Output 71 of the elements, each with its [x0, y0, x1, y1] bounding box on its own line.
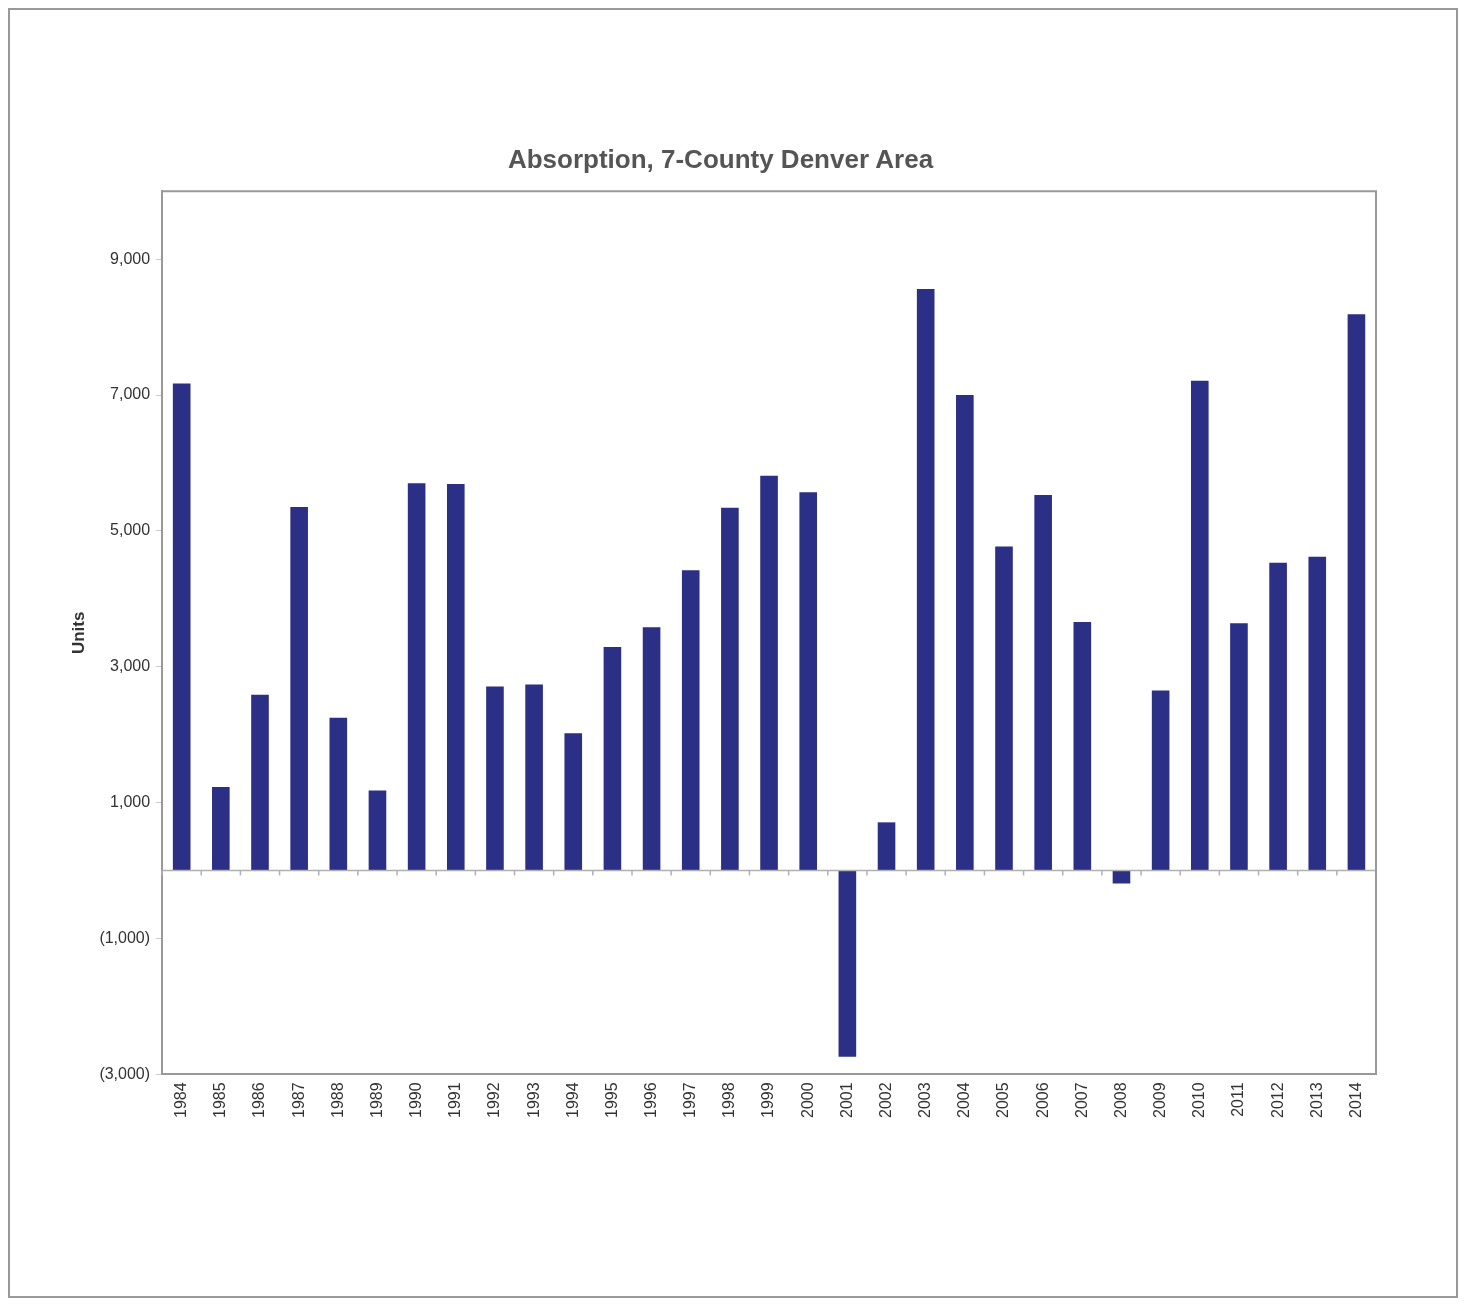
y-tick-label: 9,000: [110, 249, 151, 267]
bar: [603, 647, 622, 871]
bar: [956, 395, 974, 871]
x-tick-label: 1989: [367, 1082, 385, 1118]
bar: [486, 686, 504, 871]
bar: [877, 822, 896, 871]
x-tick-label: 1994: [563, 1082, 581, 1118]
chart-title: Absorption, 7-County Denver Area: [507, 143, 934, 174]
bar: [1112, 870, 1131, 884]
x-tick-label: 2004: [955, 1082, 973, 1118]
y-tick-label: 1,000: [110, 793, 151, 811]
x-tick-label: 2001: [837, 1082, 855, 1118]
y-tick-label: 5,000: [110, 521, 151, 539]
bar: [329, 717, 348, 871]
x-tick-label: 1992: [485, 1082, 503, 1118]
bar: [564, 733, 583, 871]
bar: [251, 694, 269, 871]
x-tick-label: 2013: [1307, 1082, 1325, 1118]
bar: [1034, 494, 1052, 871]
bar: [446, 484, 465, 871]
y-tick-label: (3,000): [99, 1064, 151, 1082]
bar: [995, 546, 1013, 871]
x-tick-label: 2003: [916, 1082, 934, 1118]
y-tick-label: (1,000): [99, 928, 151, 946]
x-tick-label: 2011: [1229, 1082, 1247, 1117]
x-tick-label: 2002: [876, 1082, 894, 1118]
bar: [1073, 621, 1092, 871]
bar: [368, 790, 387, 871]
bar: [838, 870, 857, 1057]
x-tick-label: 1995: [602, 1082, 620, 1118]
x-tick-label: 2006: [1033, 1082, 1051, 1118]
x-tick-label: 1991: [446, 1082, 464, 1118]
y-axis-title: Units: [68, 611, 88, 655]
bar: [1230, 623, 1248, 871]
x-tick-label: 1984: [172, 1082, 190, 1118]
x-tick-label: 1999: [759, 1082, 777, 1118]
bar: [760, 475, 778, 871]
x-tick-label: 2012: [1268, 1082, 1286, 1118]
x-tick-label: 2009: [1151, 1082, 1169, 1118]
bar: [172, 383, 191, 871]
bar: [1308, 556, 1327, 871]
x-tick-label: 2008: [1111, 1082, 1129, 1118]
bar: [525, 684, 543, 871]
bar: [681, 570, 700, 871]
bar: [407, 483, 426, 871]
bar: [1190, 380, 1209, 871]
x-tick-label: 1990: [407, 1082, 425, 1118]
y-tick-label: 7,000: [110, 385, 151, 403]
x-tick-label: 1988: [328, 1082, 346, 1118]
x-tick-label: 2010: [1190, 1082, 1208, 1118]
bar: [642, 627, 661, 871]
x-tick-label: 2005: [994, 1082, 1012, 1118]
x-tick-label: 1998: [720, 1082, 738, 1118]
bar: [1151, 690, 1170, 871]
bar: [1347, 314, 1366, 871]
x-tick-label: 1985: [211, 1082, 229, 1118]
bar: [1269, 562, 1287, 871]
bar: [212, 787, 230, 871]
y-tick-label: 3,000: [110, 657, 151, 675]
bar: [721, 507, 739, 871]
x-tick-label: 1996: [641, 1082, 659, 1118]
bar: [290, 507, 308, 871]
x-tick-label: 1986: [250, 1082, 268, 1118]
x-tick-label: 1987: [289, 1082, 307, 1118]
x-tick-label: 1997: [681, 1082, 699, 1118]
bar: [799, 492, 818, 871]
x-tick-label: 1993: [524, 1082, 542, 1118]
x-tick-label: 2014: [1346, 1082, 1364, 1118]
x-tick-label: 2007: [1072, 1082, 1090, 1118]
bar: [916, 289, 935, 871]
x-tick-label: 2000: [798, 1082, 816, 1118]
